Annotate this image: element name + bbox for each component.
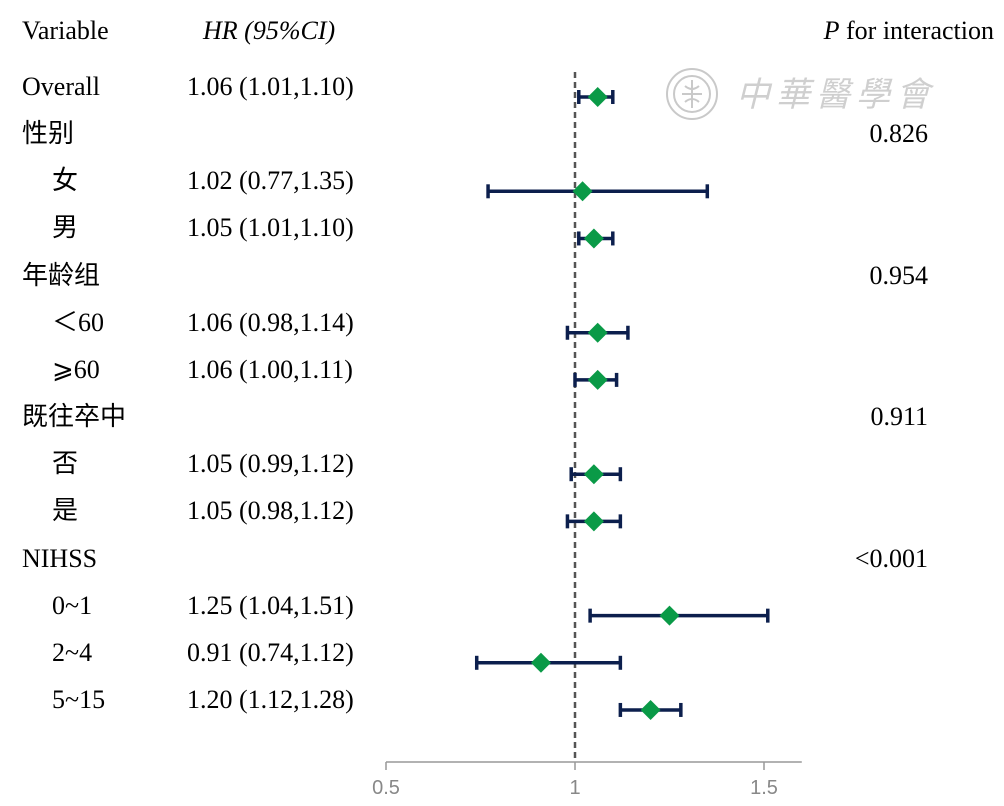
row-label: 2~4 [52,637,93,667]
row-hr-ci: 1.06 (1.01,1.10) [187,72,354,101]
hr-point-diamond [572,181,593,202]
hr-point-diamond [583,228,604,249]
row-label: NIHSS [22,543,98,573]
row-label: 否 [52,449,79,479]
row-label: 男 [52,213,79,243]
header-p-letter: P [823,16,840,45]
header-p-interaction: P for interaction [824,16,994,46]
row-label: 性别 [22,119,75,149]
watermark-text: 中華醫學會 [736,75,936,115]
row-hr-ci: 0.91 (0.74,1.12) [187,637,354,667]
row-hr-ci: 1.05 (0.99,1.12) [187,449,354,479]
hr-point-diamond [583,464,604,485]
row-label: ⩾60 [52,354,100,384]
row-p-value: 0.826 [869,119,929,149]
row-hr-ci: 1.05 (0.98,1.12) [187,496,354,526]
row-label: 年龄组 [22,260,101,290]
row-hr-ci: 1.02 (0.77,1.35) [187,166,354,196]
row-label: 既往卒中 [22,402,127,432]
row-label: 女 [52,166,79,196]
hr-point-diamond [583,511,604,532]
watermark: 中華醫學會 [664,66,954,127]
row-label: 是 [52,496,79,526]
row-label: 5~15 [52,684,106,714]
society-seal-icon [666,68,718,120]
row-hr-ci: 1.06 (1.00,1.11) [187,354,353,384]
row-label: 0~1 [52,590,93,620]
row-hr-ci: 1.06 (0.98,1.14) [187,307,354,337]
hr-point-diamond [587,87,608,107]
row-hr-ci: 1.05 (1.01,1.10) [187,213,354,243]
row-p-value: <0.001 [854,543,928,573]
x-tick-label: 1 [569,777,580,799]
header-p-suffix: for interaction [839,16,994,45]
header-hr: HR (95%CI) [203,16,336,45]
hr-point-diamond [530,652,551,673]
row-p-value: 0.911 [870,402,928,432]
x-tick-label: 0.5 [372,777,400,799]
row-hr-ci: 1.20 (1.12,1.28) [187,684,354,714]
x-tick-label: 1.5 [750,777,778,799]
hr-point-diamond [659,605,680,626]
row-label: ＜60 [52,307,105,337]
header-variable: Variable [22,16,109,45]
hr-point-diamond [587,369,608,390]
watermark-svg: 中華醫學會 [666,68,936,120]
row-p-value: 0.954 [869,260,929,290]
row-label: Overall [22,72,100,101]
row-hr-ci: 1.25 (1.04,1.51) [187,590,354,620]
hr-point-diamond [640,699,661,720]
hr-point-diamond [587,322,608,343]
